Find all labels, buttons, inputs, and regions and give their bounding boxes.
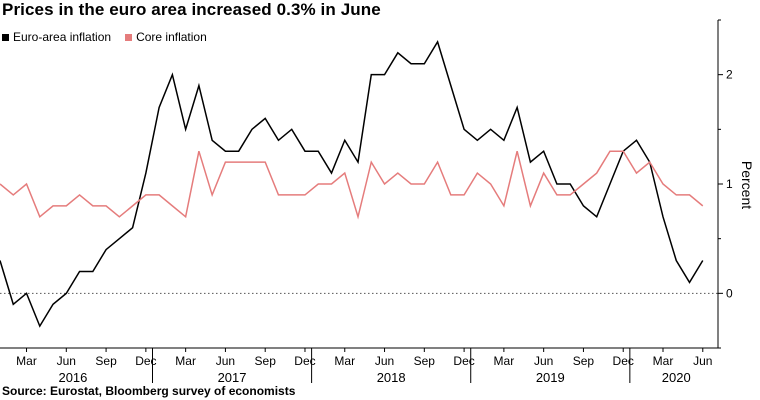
- chart-axes: 0 1 2 Mar Jun Sep Dec Mar Jun Sep Dec Mar Jun Sep Dec M…: [0, 19, 733, 385]
- y-tick-label: 2: [726, 68, 733, 82]
- legend-label-euro-area: Euro-area inflation: [13, 30, 112, 44]
- x-tick-label: Jun: [375, 354, 394, 368]
- x-tick-label: Jun: [216, 354, 235, 368]
- legend-swatch-euro-area: [2, 33, 9, 41]
- x-tick-label: Mar: [175, 354, 196, 368]
- x-tick-label: Mar: [16, 354, 37, 368]
- x-tick-label: Jun: [57, 354, 76, 368]
- x-tick-label: Dec: [294, 354, 315, 368]
- legend-item-core: Core inflation: [125, 30, 207, 44]
- y-tick-label: 1: [726, 177, 733, 191]
- x-tick-label: Mar: [334, 354, 355, 368]
- x-tick-label: Mar: [494, 354, 515, 368]
- x-tick-label: Dec: [613, 354, 634, 368]
- x-tick-label: Jun: [534, 354, 553, 368]
- x-tick-label: Sep: [95, 354, 117, 368]
- series-line-euro-area-inflation: [0, 40, 704, 328]
- chart-series: [0, 40, 704, 328]
- chart-title: Prices in the euro area increased 0.3% i…: [2, 0, 381, 19]
- year-label: 2018: [377, 370, 406, 385]
- x-tick-label: Sep: [255, 354, 277, 368]
- y-tick-label: 0: [726, 286, 733, 300]
- year-label: 2016: [58, 370, 87, 385]
- y-axis-label: Percent: [739, 161, 755, 209]
- legend-item-euro-area: Euro-area inflation: [2, 30, 111, 44]
- x-tick-label: Sep: [573, 354, 595, 368]
- series-line-core-inflation: [0, 150, 704, 220]
- x-tick-label: Dec: [453, 354, 474, 368]
- legend-swatch-core: [125, 33, 133, 41]
- chart-source: Source: Eurostat, Bloomberg survey of ec…: [2, 384, 296, 398]
- year-label: 2019: [536, 370, 565, 385]
- x-tick-label: Sep: [414, 354, 436, 368]
- x-tick-label: Mar: [653, 354, 674, 368]
- legend-label-core: Core inflation: [136, 30, 207, 44]
- year-label: 2020: [662, 370, 691, 385]
- year-label: 2017: [218, 370, 247, 385]
- x-tick-label: Jun: [693, 354, 712, 368]
- x-tick-label: Dec: [135, 354, 156, 368]
- legend: Euro-area inflation Core inflation: [2, 30, 207, 44]
